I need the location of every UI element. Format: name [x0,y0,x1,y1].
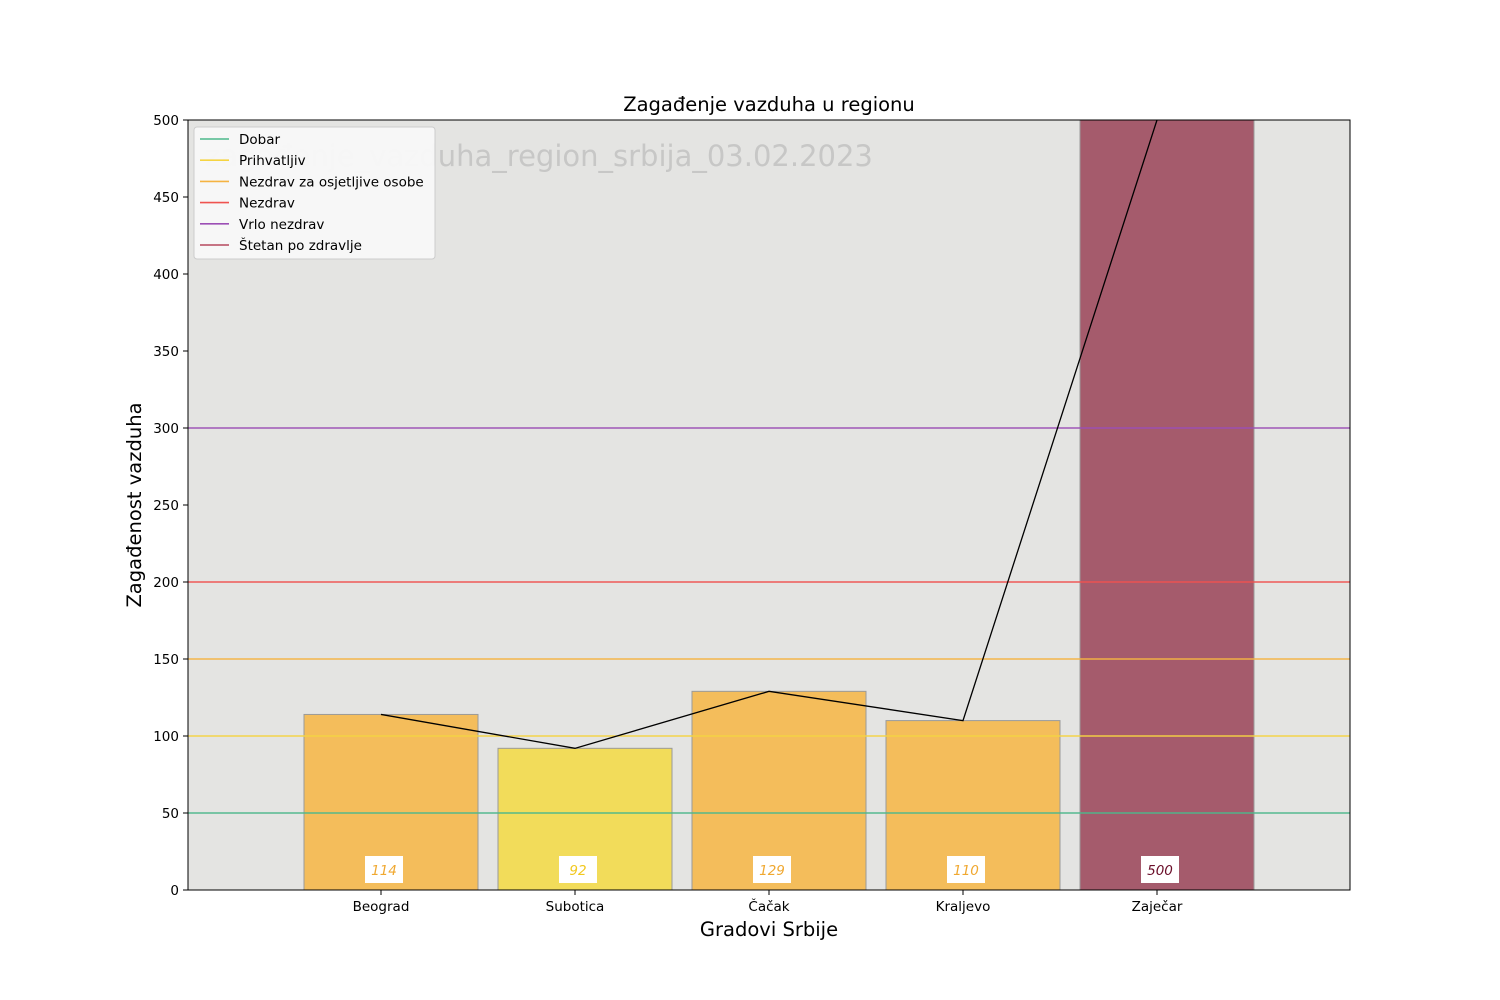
x-tick-label-2: Čačak [748,897,789,915]
y-axis-label: Zagađenost vazduha [123,402,146,607]
y-tick-label-6: 300 [153,421,179,437]
value-label-1: 92 [569,863,586,879]
y-tick-label-2: 100 [153,729,179,745]
x-axis-label: Gradovi Srbije [700,918,838,941]
value-label-box-2 [753,856,791,883]
value-label-box-0 [365,856,403,883]
y-tick-label-3: 150 [153,652,179,668]
legend: Dobar Prihvatljiv Nezdrav za osjetljive os… [193,126,436,260]
chart-title: Zagađenje vazduha u regionu [623,93,915,116]
value-label-box-4 [1141,856,1179,883]
value-label-4: 500 [1147,863,1173,879]
x-tick-label-4: Zaječar [1132,899,1183,915]
y-tick-label-5: 250 [153,498,179,514]
value-label-3: 110 [953,863,979,879]
value-labels-group: 114 92 129 110 500 [365,856,1179,883]
value-label-0: 114 [371,863,397,879]
y-tick-label-10: 500 [153,113,179,129]
y-axis: 0 50 100 150 200 250 300 350 400 450 500 [153,113,188,899]
x-tick-label-3: Kraljevo [936,899,991,915]
value-label-2: 129 [759,863,785,879]
y-tick-label-7: 350 [153,344,179,360]
legend-label-2: Nezdrav za osjetljive osobe [239,174,424,190]
x-tick-label-0: Beograd [353,899,410,915]
threshold-lines-group [188,427,1350,814]
legend-label-3: Nezdrav [239,196,295,212]
legend-box [193,126,436,260]
y-tick-label-4: 200 [153,575,179,591]
y-tick-label-1: 50 [162,806,179,822]
y-tick-label-9: 450 [153,190,179,206]
bar-zaječar [1079,119,1255,891]
legend-label-4: Vrlo nezdrav [239,217,324,233]
x-axis: Beograd Subotica Čačak Kraljevo Zaječar [353,890,1183,915]
y-tick-label-0: 0 [170,883,179,899]
legend-label-1: Prihvatljiv [239,153,306,169]
legend-label-0: Dobar [239,132,280,148]
value-label-box-3 [947,856,985,883]
y-tick-label-8: 400 [153,267,179,283]
value-label-box-1 [559,856,597,883]
legend-label-5: Štetan po zdravlje [239,236,362,254]
x-tick-label-1: Subotica [546,899,605,915]
trend-line [380,119,1158,749]
